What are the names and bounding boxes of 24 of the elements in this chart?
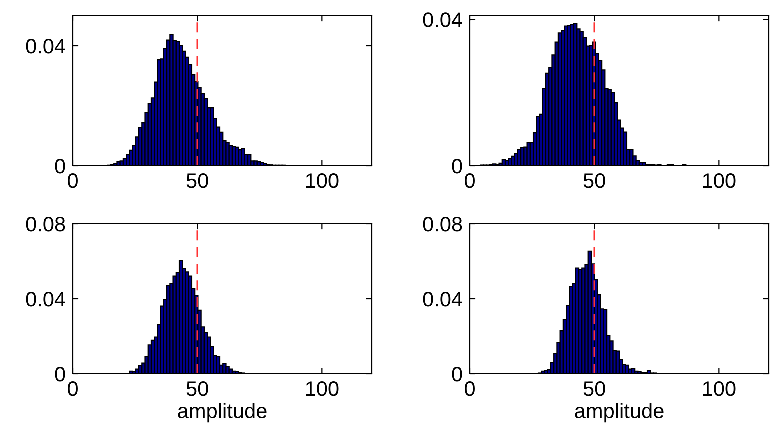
x-axis-title: amplitude [575,403,664,423]
x-tick-label: 100 [703,381,736,396]
x-tick-label: 100 [306,173,339,188]
x-tick-label: 0 [68,173,78,188]
x-axis-title: amplitude [178,403,267,423]
y-tick-label: 0 [55,159,66,174]
x-tick-label: 50 [186,173,208,188]
x-tick-label: 50 [584,381,606,396]
y-tick-label: 0.04 [26,292,66,307]
y-tick-label: 0.08 [26,217,66,232]
y-tick-label: 0 [55,367,66,382]
y-tick-label: 0 [452,159,462,174]
y-tick-label: 0.08 [423,217,462,232]
x-tick-label: 0 [465,173,475,188]
y-tick-label: 0.04 [26,39,66,54]
x-tick-label: 100 [703,173,736,188]
x-tick-label: 50 [186,381,208,396]
y-tick-label: 0.04 [423,12,462,28]
x-tick-label: 0 [68,381,78,396]
x-tick-label: 0 [465,381,475,396]
y-tick-label: 0.04 [423,292,462,307]
y-tick-label: 0 [452,367,462,382]
x-tick-label: 50 [584,173,606,188]
x-tick-label: 100 [306,381,339,396]
